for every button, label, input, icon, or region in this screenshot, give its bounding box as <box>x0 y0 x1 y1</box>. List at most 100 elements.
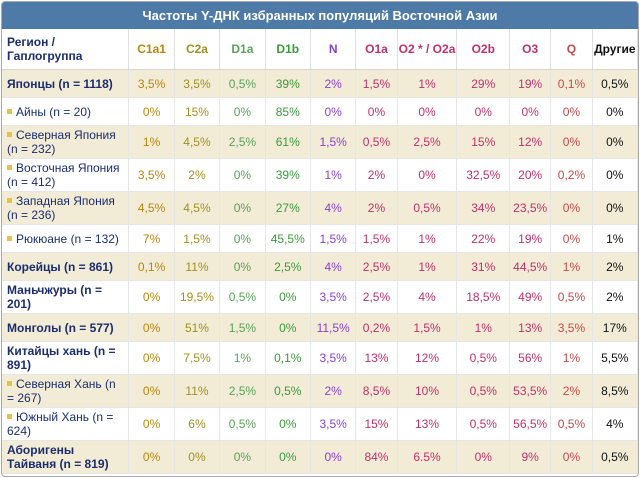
table-row: Аборигены Тайваня (n = 819) 0% 0% 0% 0% 0% 84%… <box>2 440 638 474</box>
region-cell: Монголы (n = 577) <box>2 313 130 342</box>
region-name: Китайцы хань (n = 891) <box>7 344 116 372</box>
value-cell-d1b: 27% <box>265 191 311 225</box>
bullet-icon <box>7 108 12 114</box>
table-title: Частоты Y-ДНК избранных популяций Восточ… <box>2 2 638 29</box>
value-cell-c1a1: 0% <box>128 407 175 441</box>
value-cell-c2a: 11% <box>174 374 221 408</box>
value-cell-o3: 0% <box>509 97 552 126</box>
value-cell-c2a: 15% <box>174 97 221 126</box>
value-cell-n: 0% <box>310 97 357 126</box>
value-cell-o1a: 2,5% <box>355 280 398 314</box>
region-cell: Китайцы хань (n = 891) <box>2 341 130 375</box>
value-cell-o2: 0% <box>397 97 458 126</box>
value-cell-c1a1: 0% <box>128 97 175 126</box>
value-cell-c1a1: 4,5% <box>128 191 175 225</box>
value-cell-o2: 2,5% <box>397 125 458 159</box>
value-cell-o1a: 0,2% <box>355 313 398 342</box>
value-cell-o1a: 0,5% <box>355 125 398 159</box>
region-name: Восточная Япония (n = 412) <box>7 161 120 189</box>
value-cell-o2: 1% <box>397 252 458 281</box>
value-cell-o1a: 13% <box>355 341 398 375</box>
value-cell-o3: 56,5% <box>509 407 552 441</box>
value-cell-d1a: 0% <box>219 191 266 225</box>
region-column-header: Регион / Гаплогруппа <box>2 29 130 70</box>
value-cell-d1b: 0% <box>265 313 311 342</box>
value-cell-q: 0% <box>550 224 593 253</box>
value-cell-d1b: 85% <box>265 97 311 126</box>
region-name: Западная Япония (n = 236) <box>7 194 115 222</box>
column-header-q: Q <box>550 29 593 70</box>
value-cell-d1a: 0% <box>219 252 266 281</box>
value-cell-d1b: 39% <box>265 69 311 98</box>
value-cell-o2b: 32,5% <box>456 158 511 192</box>
value-cell-q: 1% <box>550 341 593 375</box>
value-cell-n: 3,5% <box>310 341 357 375</box>
frequency-table: Регион / Гаплогруппа C1a1 C2a D1a D1b N O1a O2… <box>2 29 638 474</box>
value-cell-o1a: 0% <box>355 97 398 126</box>
region-name: Рюкюане (n = 132) <box>16 231 119 246</box>
value-cell-d1a: 0% <box>219 224 266 253</box>
table-row: Айны (n = 20) 0% 15% 0% 85% 0% 0% 0% 0% 0% 0% 0% <box>2 97 638 126</box>
value-cell-c1a1: 0% <box>128 341 175 375</box>
column-header-o3: O3 <box>509 29 552 70</box>
value-cell-other: 0% <box>592 158 638 192</box>
region-name: Японцы (n = 1118) <box>7 76 113 91</box>
value-cell-o1a: 2% <box>355 158 398 192</box>
region-name: Маньчжуры (n = 201) <box>7 283 102 311</box>
value-cell-o2: 1,5% <box>397 313 458 342</box>
value-cell-o2b: 18,5% <box>456 280 511 314</box>
value-cell-o3: 23,5% <box>509 191 552 225</box>
region-name: Северная Япония (n = 232) <box>7 128 116 156</box>
value-cell-n: 4% <box>310 191 357 225</box>
value-cell-d1b: 61% <box>265 125 311 159</box>
table-row: Северная Хань (n = 267) 0% 11% 2,5% 0,5% 2% 8,… <box>2 374 638 408</box>
value-cell-o2: 4% <box>397 280 458 314</box>
value-cell-q: 3,5% <box>550 313 593 342</box>
value-cell-n: 3,5% <box>310 280 357 314</box>
value-cell-o3: 13% <box>509 313 552 342</box>
region-cell: Южный Хань (n = 624) <box>2 407 130 441</box>
value-cell-d1b: 0,1% <box>265 341 311 375</box>
value-cell-other: 0,5% <box>592 69 638 98</box>
value-cell-o3: 12% <box>509 125 552 159</box>
value-cell-o2b: 15% <box>456 125 511 159</box>
table-row: Корейцы (n = 861) 0,1% 11% 0% 2,5% 4% 2,5% 1% 31… <box>2 252 638 281</box>
value-cell-other: 4% <box>592 407 638 441</box>
region-name: Северная Хань (n = 267) <box>7 377 116 405</box>
value-cell-c1a1: 0% <box>128 440 175 474</box>
column-header-other: Другие <box>592 29 638 70</box>
value-cell-o3: 9% <box>509 440 552 474</box>
region-cell: Восточная Япония (n = 412) <box>2 158 130 192</box>
table-row: Японцы (n = 1118) 3,5% 3,5% 0,5% 39% 2% 1,5% 1%… <box>2 69 638 98</box>
bullet-icon <box>7 414 12 419</box>
value-cell-n: 0% <box>310 440 357 474</box>
region-cell: Западная Япония (n = 236) <box>2 191 130 225</box>
value-cell-d1a: 0% <box>219 440 266 474</box>
value-cell-o2: 12% <box>397 341 458 375</box>
value-cell-c2a: 4,5% <box>174 191 221 225</box>
value-cell-c2a: 1,5% <box>174 224 221 253</box>
value-cell-other: 2% <box>592 252 638 281</box>
value-cell-o1a: 15% <box>355 407 398 441</box>
bullet-icon <box>7 235 12 241</box>
value-cell-q: 0% <box>550 440 593 474</box>
value-cell-o2: 0,5% <box>397 191 458 225</box>
region-name: Корейцы (n = 861) <box>7 259 114 274</box>
value-cell-other: 17% <box>592 313 638 342</box>
value-cell-o3: 44,5% <box>509 252 552 281</box>
value-cell-o2: 10% <box>397 374 458 408</box>
value-cell-q: 0,2% <box>550 158 593 192</box>
value-cell-other: 1% <box>592 224 638 253</box>
table-row: Рюкюане (n = 132) 7% 1,5% 0% 45,5% 1,5% 1,5% 1%… <box>2 224 638 253</box>
value-cell-o2b: 31% <box>456 252 511 281</box>
value-cell-c1a1: 3,5% <box>128 158 175 192</box>
value-cell-q: 0% <box>550 97 593 126</box>
value-cell-c1a1: 1% <box>128 125 175 159</box>
table-row: Восточная Япония (n = 412) 3,5% 2% 0% 39% 1% 2… <box>2 158 638 192</box>
value-cell-d1a: 2,5% <box>219 125 266 159</box>
value-cell-q: 0,1% <box>550 69 593 98</box>
value-cell-n: 3,5% <box>310 407 357 441</box>
region-name: Монголы (n = 577) <box>7 320 114 335</box>
value-cell-q: 0,5% <box>550 407 593 441</box>
value-cell-d1b: 45,5% <box>265 224 311 253</box>
